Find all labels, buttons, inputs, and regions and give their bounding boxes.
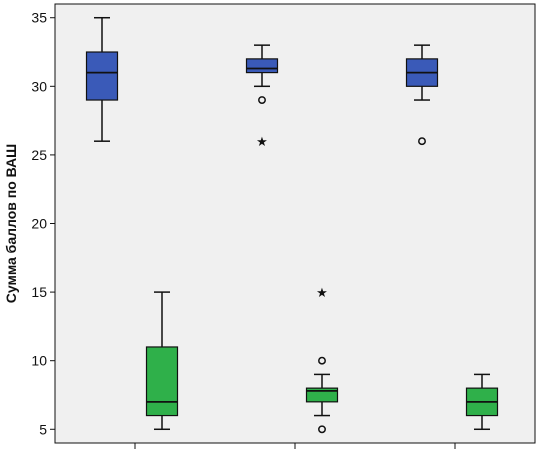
axes-layer: 5 10 15 20 25 30 35 [31,10,456,449]
outlier-point [418,137,426,146]
box-group-2-series-2: ★ [305,286,339,434]
box-group-3-series-2 [465,373,499,431]
boxes-layer: ★★ [85,16,499,434]
box-group-2-series-1: ★ [245,44,279,150]
y-tick-label: 10 [31,353,47,369]
y-axis-title: Сумма баллов по ВАШ [3,144,19,304]
box [245,58,279,74]
y-tick-label: 20 [31,216,47,232]
plot-background [54,3,536,444]
y-tick-label: 25 [31,147,47,163]
box-group-1-series-2 [145,291,179,431]
y-tick-label: 15 [31,284,47,300]
box [145,346,179,417]
y-tick-label: 5 [39,421,47,437]
outlier-point [318,356,326,365]
y-tick-label: 30 [31,78,47,94]
extreme-point: ★ [256,135,268,150]
extreme-point: ★ [316,286,328,301]
y-tick-label: 35 [31,10,47,26]
outlier-point [258,96,266,104]
box-group-3-series-1 [405,44,439,146]
box [85,51,119,101]
outlier-point [318,425,326,434]
box-group-1-series-1 [85,16,119,142]
